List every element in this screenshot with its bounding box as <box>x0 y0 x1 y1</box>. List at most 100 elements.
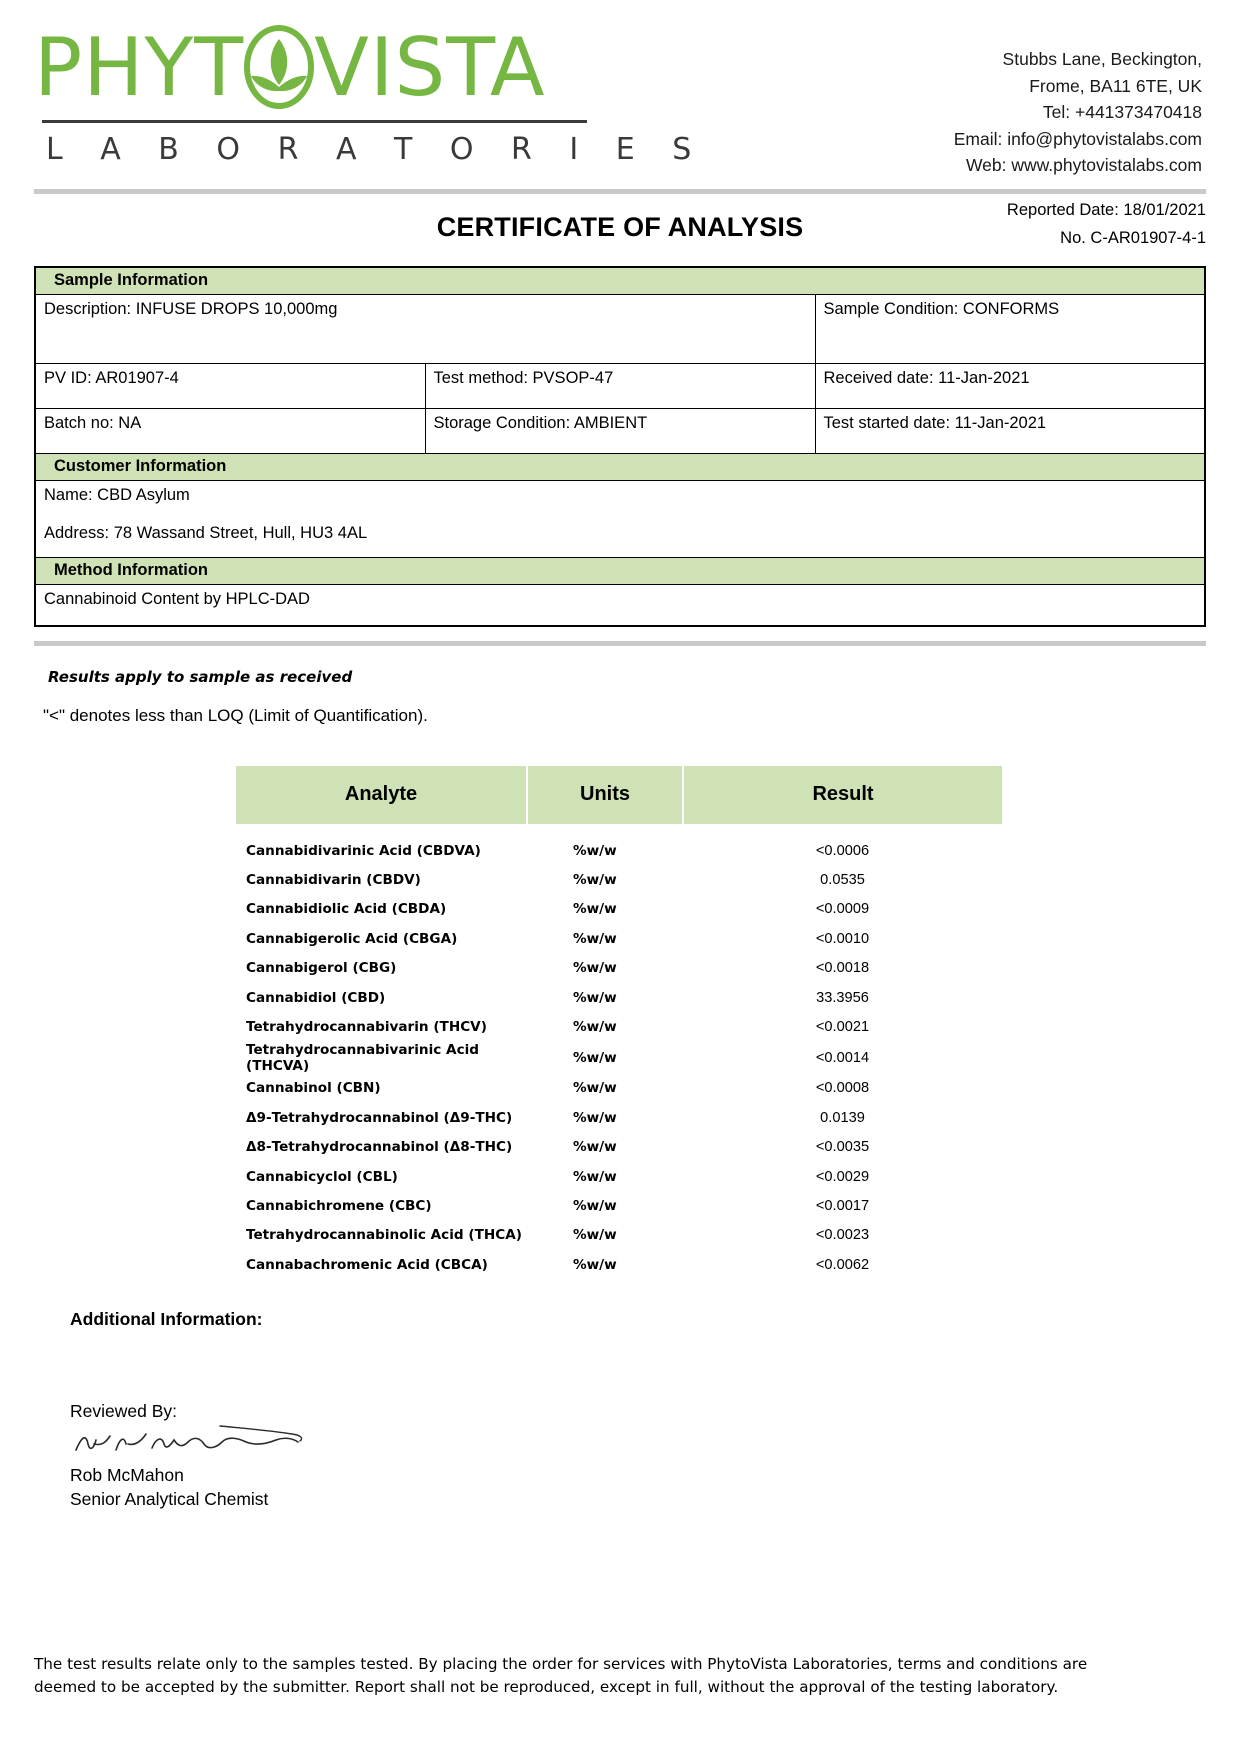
logo-wordmark: PHYT VISTA <box>34 22 634 114</box>
cell-units: %w/w <box>573 989 617 1006</box>
pvid-row: PV ID: AR01907-4 Test method: PVSOP-47 R… <box>34 362 1206 409</box>
table-row: Tetrahydrocannabivarinic Acid (THCVA) %w/… <box>236 1042 1002 1074</box>
additional-information-label: Additional Information: <box>70 1309 263 1330</box>
cell-result: <0.0014 <box>815 1049 870 1066</box>
loq-note: "<" denotes less than LOQ (Limit of Quan… <box>43 705 428 725</box>
table-row: Cannabidivarinic Acid (CBDVA) %w/w <0.0006 <box>236 824 1002 865</box>
table-row: Cannabidivarin (CBDV) %w/w 0.0535 <box>236 865 1002 894</box>
report-number: No. C-AR01907-4-1 <box>1060 229 1206 248</box>
storage-condition: Storage Condition: AMBIENT <box>424 407 816 454</box>
cell-result: <0.0018 <box>815 960 870 977</box>
sample-information-band-row: Sample Information <box>34 266 1206 295</box>
cell-units: %w/w <box>573 1080 617 1097</box>
cell-units: %w/w <box>573 1168 617 1185</box>
cell-units: %w/w <box>573 930 617 947</box>
reviewed-by-label: Reviewed By: <box>70 1401 177 1422</box>
cell-result: <0.0017 <box>815 1197 870 1214</box>
cell-result: 0.0139 <box>820 1109 865 1126</box>
results-header-row: Analyte Units Result <box>236 765 1002 824</box>
cell-analyte: Cannabidiolic Acid (CBDA) <box>246 901 447 918</box>
contact-address-line2: Frome, BA11 6TE, UK <box>1029 75 1202 96</box>
page-title: CERTIFICATE OF ANALYSIS <box>436 211 804 242</box>
cell-units: %w/w <box>573 1139 617 1156</box>
cell-analyte: Cannabidivarinic Acid (CBDVA) <box>246 842 481 859</box>
received-date: Received date: 11-Jan-2021 <box>814 362 1206 409</box>
cell-result: <0.0023 <box>815 1227 870 1244</box>
contact-email: Email: info@phytovistalabs.com <box>953 128 1202 149</box>
results-apply-note: Results apply to sample as received <box>48 667 353 686</box>
contact-address-line1: Stubbs Lane, Beckington, <box>1002 49 1202 69</box>
cell-units: %w/w <box>573 1049 617 1066</box>
logo-subtitle: L A B O R A T O R I E S <box>46 132 706 167</box>
cell-analyte: Cannabinol (CBN) <box>246 1080 381 1097</box>
results-body: Cannabidivarinic Acid (CBDVA) %w/w <0.0006… <box>236 824 1002 1279</box>
test-started-date: Test started date: 11-Jan-2021 <box>814 407 1206 454</box>
cell-units: %w/w <box>573 1019 617 1035</box>
header-divider <box>34 188 1206 194</box>
method-information-band-row: Method Information <box>34 556 1206 585</box>
page-header: PHYT VISTA L A B O R A T O R I E S Stubb… <box>0 0 1240 179</box>
section-divider <box>34 640 1206 646</box>
cell-units: %w/w <box>573 1197 617 1214</box>
table-row: Cannabachromenic Acid (CBCA) %w/w <0.0062 <box>236 1250 1002 1279</box>
customer-name-row: Name: CBD Asylum <box>34 479 1206 519</box>
sample-description: Description: INFUSE DROPS 10,000mg <box>34 293 816 364</box>
customer-address: Address: 78 Wassand Street, Hull, HU3 4A… <box>34 518 1206 558</box>
footer-line-2: deemed to be accepted by the submitter. … <box>34 1678 1059 1697</box>
cell-analyte: Cannabigerol (CBG) <box>246 960 397 977</box>
title-row: Reported Date: 18/01/2021 No. C-AR01907-… <box>34 194 1206 262</box>
cell-result: <0.0010 <box>815 930 870 947</box>
cell-analyte: Cannabidivarin (CBDV) <box>246 872 421 889</box>
cell-units: %w/w <box>573 960 617 977</box>
cell-result: <0.0006 <box>815 842 870 859</box>
column-header-units: Units <box>526 765 683 824</box>
contact-phone: Tel: +441373470418 <box>1042 102 1202 123</box>
cell-units: %w/w <box>573 1256 617 1273</box>
report-meta: Reported Date: 18/01/2021 No. C-AR01907-… <box>1007 196 1206 253</box>
customer-information-band: Customer Information <box>34 452 1206 481</box>
table-row: Cannabinol (CBN) %w/w <0.0008 <box>236 1074 1002 1103</box>
cell-analyte: Tetrahydrocannabivarinic Acid (THCVA) <box>246 1041 480 1074</box>
cell-analyte: Cannabachromenic Acid (CBCA) <box>246 1256 488 1273</box>
table-row: Δ8-Tetrahydrocannabinol (Δ8-THC) %w/w <0.0… <box>236 1132 1002 1161</box>
notes-block: Results apply to sample as received "<" … <box>34 646 1206 726</box>
batch-no: Batch no: NA <box>34 407 426 454</box>
method-description: Cannabinoid Content by HPLC-DAD <box>34 583 1206 627</box>
cell-analyte: Cannabidiol (CBD) <box>246 989 386 1006</box>
table-row: Tetrahydrocannabivarin (THCV) %w/w <0.0021 <box>236 1012 1002 1041</box>
page-footer: The test results relate only to the samp… <box>34 1653 1206 1700</box>
signature-image <box>70 1420 330 1460</box>
sample-information-band: Sample Information <box>34 266 1206 295</box>
customer-address-row: Address: 78 Wassand Street, Hull, HU3 4A… <box>34 518 1206 558</box>
cell-units: %w/w <box>573 1227 617 1244</box>
logo-divider <box>42 120 587 123</box>
column-header-analyte: Analyte <box>236 765 527 824</box>
reported-date: Reported Date: 18/01/2021 <box>1006 200 1206 219</box>
cell-result: <0.0009 <box>815 901 870 918</box>
reviewer-name: Rob McMahon <box>70 1465 184 1486</box>
cell-result: <0.0029 <box>815 1168 870 1185</box>
sample-information-table: Sample Information Description: INFUSE D… <box>34 265 1206 627</box>
cell-result: <0.0008 <box>815 1080 870 1097</box>
cell-analyte: Δ8-Tetrahydrocannabinol (Δ8-THC) <box>246 1139 513 1156</box>
cell-result: 0.0535 <box>820 872 865 889</box>
contact-details: Stubbs Lane, Beckington, Frome, BA11 6TE… <box>954 22 1206 179</box>
cell-analyte: Cannabichromene (CBC) <box>246 1197 432 1214</box>
footer-line-1: The test results relate only to the samp… <box>34 1654 1088 1673</box>
cell-units: %w/w <box>573 872 617 889</box>
brand-logo: PHYT VISTA L A B O R A T O R I E S <box>34 22 706 167</box>
method-information-band: Method Information <box>34 556 1206 585</box>
cell-analyte: Cannabigerolic Acid (CBGA) <box>246 930 458 947</box>
pv-id: PV ID: AR01907-4 <box>34 362 426 409</box>
table-row: Cannabidiolic Acid (CBDA) %w/w <0.0009 <box>236 895 1002 924</box>
contact-website: Web: www.phytovistalabs.com <box>965 155 1202 176</box>
cell-units: %w/w <box>573 842 617 859</box>
cell-result: <0.0062 <box>815 1256 870 1273</box>
table-row: Cannabigerolic Acid (CBGA) %w/w <0.0010 <box>236 924 1002 953</box>
cell-units: %w/w <box>573 901 617 918</box>
logo-word-second: VISTA <box>314 21 546 114</box>
cell-analyte: Tetrahydrocannabinolic Acid (THCA) <box>246 1227 522 1244</box>
column-header-result: Result <box>682 765 1002 824</box>
results-table: Analyte Units Result Cannabidivarinic Ac… <box>236 765 1002 1279</box>
